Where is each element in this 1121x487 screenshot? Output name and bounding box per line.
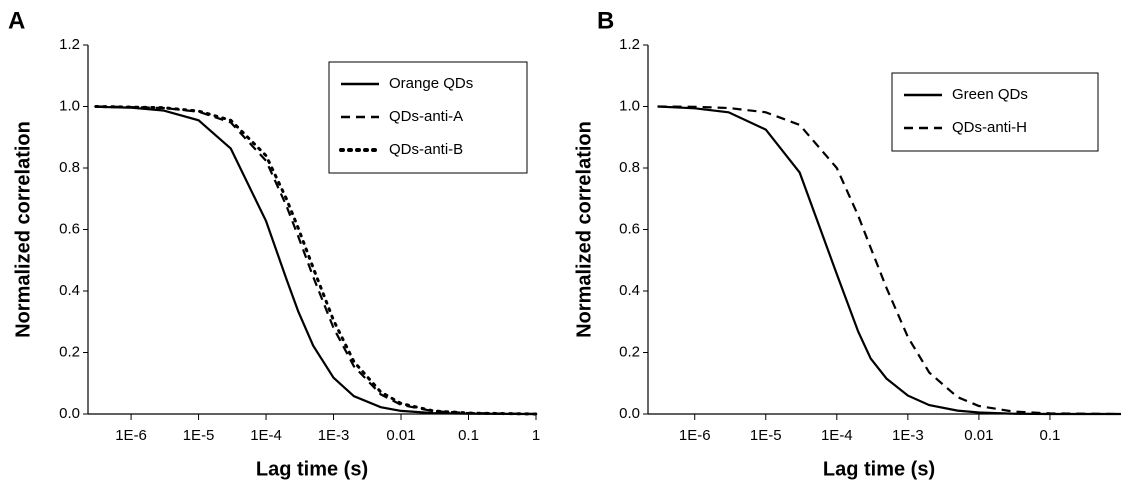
x-tick-label: 1E-3 xyxy=(892,427,924,444)
y-tick-label: 1.0 xyxy=(59,97,80,114)
legend-box xyxy=(891,72,1099,152)
legend-label: Green QDs xyxy=(952,86,1028,103)
x-tick-label: 1E-6 xyxy=(115,427,147,444)
x-axis-title: Lag time (s) xyxy=(256,458,368,480)
y-tick-label: 0.2 xyxy=(619,343,640,360)
y-tick-label: 1.0 xyxy=(619,97,640,114)
y-tick-label: 1.2 xyxy=(59,36,80,53)
series-line xyxy=(95,105,537,416)
panel-label: B xyxy=(597,7,614,34)
x-tick-label: 1 xyxy=(532,427,540,444)
x-axis-title: Lag time (s) xyxy=(823,458,935,480)
y-axis-title: Normalized correlation xyxy=(12,121,34,338)
y-tick-label: 1.2 xyxy=(619,36,640,53)
y-tick-label: 0.2 xyxy=(59,343,80,360)
x-tick-label: 1E-3 xyxy=(318,427,350,444)
y-tick-label: 0.8 xyxy=(59,159,80,176)
legend-label: QDs-anti-B xyxy=(389,141,463,158)
series-line xyxy=(657,105,1121,416)
x-tick-label: 1E-6 xyxy=(679,427,711,444)
x-tick-label: 1E-5 xyxy=(750,427,782,444)
series-line xyxy=(95,105,537,416)
x-tick-label: 0.1 xyxy=(458,427,479,444)
y-tick-label: 0.4 xyxy=(619,282,640,299)
legend-label: Orange QDs xyxy=(389,75,473,92)
legend-label: QDs-anti-H xyxy=(952,119,1027,136)
y-axis-title: Normalized correlation xyxy=(573,121,595,338)
y-tick-label: 0.8 xyxy=(619,159,640,176)
x-tick-label: 1E-4 xyxy=(250,427,282,444)
series-line xyxy=(657,105,1121,416)
x-tick-label: 1E-4 xyxy=(821,427,853,444)
x-tick-label: 1E-5 xyxy=(183,427,215,444)
legend-label: QDs-anti-A xyxy=(389,108,463,125)
y-tick-label: 0.6 xyxy=(59,220,80,237)
y-tick-label: 0.4 xyxy=(59,282,80,299)
y-tick-label: 0.6 xyxy=(619,220,640,237)
x-tick-label: 0.01 xyxy=(964,427,993,444)
x-tick-label: 0.01 xyxy=(386,427,415,444)
legend-box xyxy=(328,61,528,174)
y-tick-label: 0.0 xyxy=(619,405,640,422)
y-tick-label: 0.0 xyxy=(59,405,80,422)
x-tick-label: 0.1 xyxy=(1040,427,1061,444)
series-line xyxy=(94,105,538,416)
panel-label: A xyxy=(8,7,25,34)
